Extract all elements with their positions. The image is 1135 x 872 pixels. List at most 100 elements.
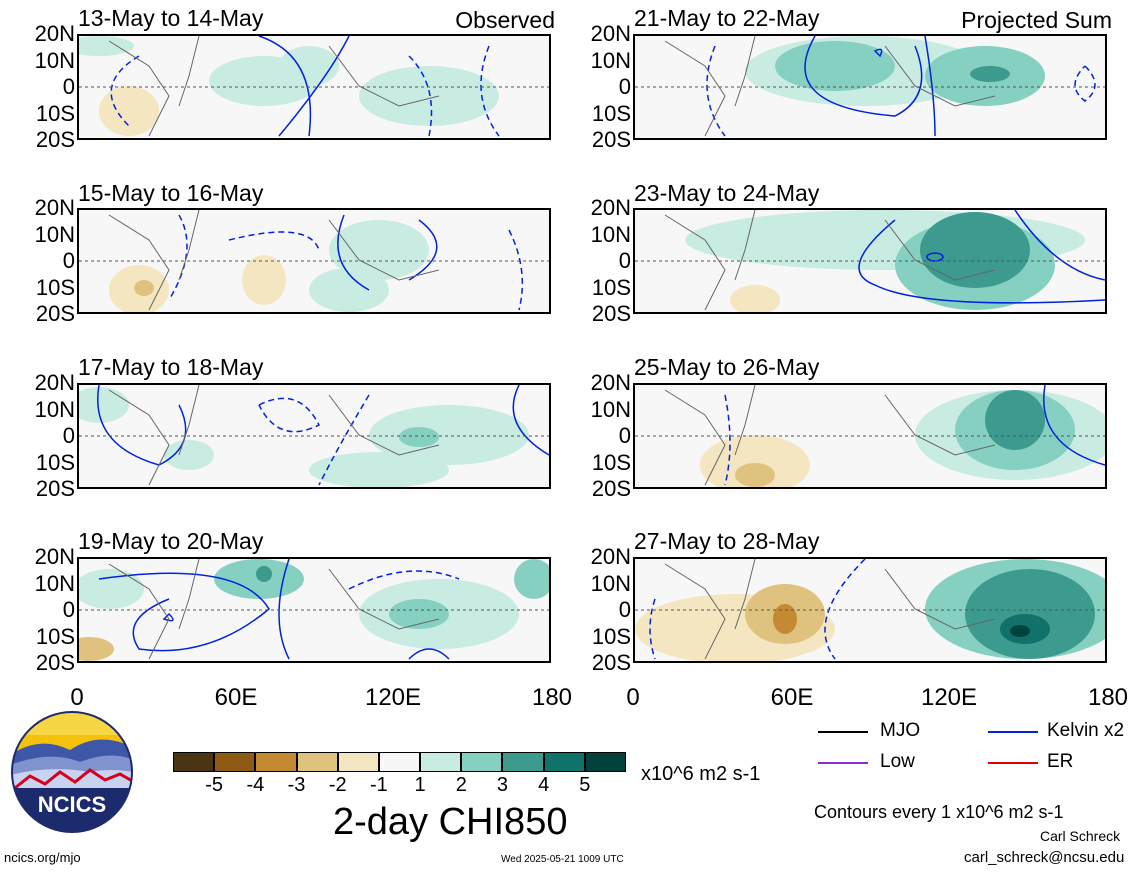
lat-label: 0 [618,74,631,99]
lat-label: 20N [34,195,75,220]
map-panel [77,208,551,314]
colorbar-swatch [296,752,338,772]
lon-label: 120E [920,684,978,711]
lon-label: 180 [1087,684,1129,711]
colorbar-swatch [255,752,297,772]
panel-title: 27-May to 28-May [634,528,820,554]
lon-label: 120E [364,684,422,711]
chart-title: 2-day CHI850 [333,801,568,843]
lat-label: 20S [35,301,75,326]
timestamp: Wed 2025-05-21 1009 UTC [501,854,624,865]
credit-email[interactable]: carl_schreck@ncsu.edu [964,849,1125,866]
map-panel [77,557,551,663]
colorbar-swatch [461,752,503,772]
lat-label: 20N [34,370,75,395]
lat-label: 10N [34,570,75,596]
map-panel [77,383,551,489]
legend-label: MJO [880,720,921,741]
colorbar-label: -1 [370,774,388,796]
lat-label: 10S [591,274,631,300]
panel-title: 21-May to 22-May [634,5,820,31]
lon-label: 180 [531,684,573,711]
lon-label: 0 [70,684,84,711]
panel-title: 25-May to 26-May [634,354,820,380]
lon-label: 0 [626,684,640,711]
lat-label: 10S [591,449,631,475]
map-panel [633,208,1107,314]
lat-label: 10N [34,396,75,422]
legend-label: ER [1047,751,1074,772]
legend-label: Low [880,751,915,772]
lat-label: 10N [590,396,631,422]
lon-label: 60E [214,684,258,711]
colorbar-label: -5 [205,774,224,796]
lat-label: 20S [35,127,75,152]
lat-label: 20N [34,21,75,46]
colorbar-label: 3 [496,774,509,796]
legend-swatch-kelvin [988,731,1038,733]
lat-label: 10S [35,623,75,649]
lat-label: 10S [591,623,631,649]
lat-label: 10N [34,221,75,247]
colorbar-label: -4 [246,774,265,796]
legend-swatch-low [818,762,868,764]
colorbar-swatch [543,752,585,772]
lat-label: 0 [62,248,75,273]
ncics-logo: NCICS [10,710,134,834]
lat-label: 0 [62,74,75,99]
lat-label: 20N [34,544,75,569]
lat-label: 20S [35,650,75,675]
legend-swatch-er [988,762,1038,764]
credit-author: Carl Schreck [1040,828,1121,844]
legend-swatch-mjo [818,731,868,733]
legend-label: Kelvin x2 [1047,720,1125,741]
panel-title: 23-May to 24-May [634,180,820,206]
lat-label: 10S [35,449,75,475]
lat-label: 0 [62,597,75,622]
lat-label: 20N [590,21,631,46]
lat-label: 0 [62,423,75,448]
colorbar-swatch [173,752,215,772]
colorbar-swatch [378,752,421,772]
colorbar-swatch [584,752,626,772]
colorbar-swatch [420,752,462,772]
colorbar-label: 2 [455,774,467,796]
lat-label: 20N [590,195,631,220]
map-panel [633,557,1107,663]
colorbar-swatch [337,752,379,772]
logo-text: NCICS [38,792,106,817]
colorbar-units: x10^6 m2 s-1 [641,763,761,785]
credit-site[interactable]: ncics.org/mjo [4,850,81,865]
panel-title: 15-May to 16-May [78,180,264,206]
lat-label: 20S [35,476,75,501]
contour-note: Contours every 1 x10^6 m2 s-1 [814,802,1064,822]
map-panel [633,34,1107,140]
lat-label: 20S [591,301,631,326]
lon-label: 60E [770,684,814,711]
lat-label: 0 [618,248,631,273]
lat-label: 10N [34,47,75,73]
colorbar-label: -3 [287,774,306,796]
lat-label: 20N [590,370,631,395]
panel-tag: Projected Sum [961,7,1112,33]
lat-label: 10S [591,100,631,126]
lat-label: 10S [35,100,75,126]
panel-title: 13-May to 14-May [78,5,264,31]
lat-label: 10N [590,47,631,73]
lat-label: 20S [591,650,631,675]
lat-label: 20S [591,127,631,152]
colorbar [173,752,626,772]
colorbar-label: 5 [579,774,591,796]
map-panel [633,383,1107,489]
panel-tag: Observed [455,7,555,33]
colorbar-label: 1 [414,774,426,796]
colorbar-label: 4 [538,774,550,796]
lat-label: 0 [618,423,631,448]
lat-label: 10S [35,274,75,300]
lat-label: 0 [618,597,631,622]
lat-label: 20S [591,476,631,501]
lat-label: 10N [590,221,631,247]
colorbar-swatch [502,752,544,772]
colorbar-label: -2 [328,774,347,796]
panel-title: 19-May to 20-May [78,528,264,554]
